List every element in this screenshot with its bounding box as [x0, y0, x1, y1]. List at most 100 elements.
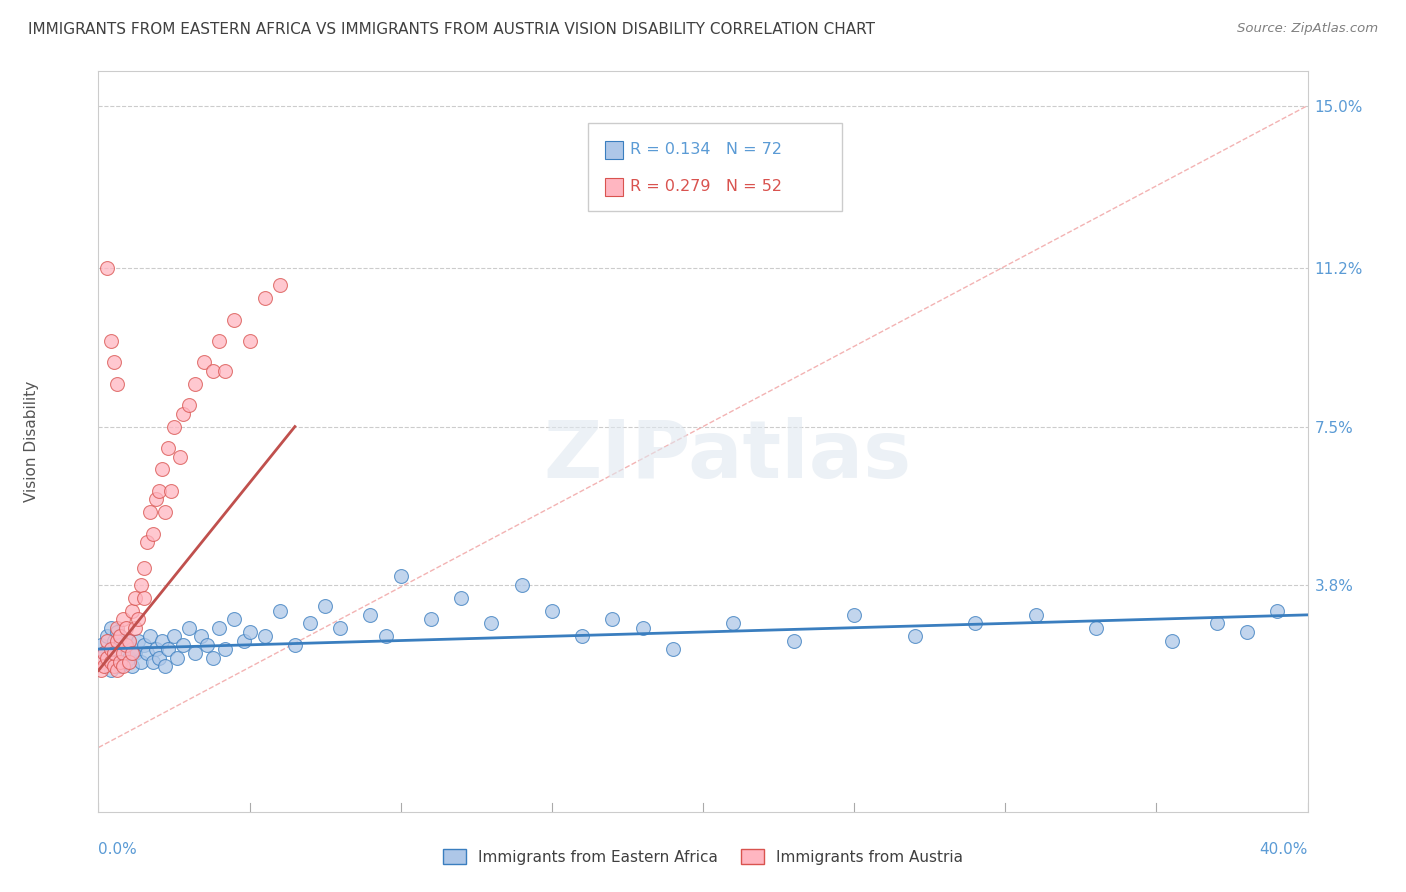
Point — [844, 607, 866, 622]
Point — [108, 659, 131, 673]
Point — [150, 633, 173, 648]
Point — [121, 642, 143, 657]
Point — [118, 655, 141, 669]
Point — [904, 629, 927, 643]
Legend: Immigrants from Eastern Africa, Immigrants from Austria: Immigrants from Eastern Africa, Immigran… — [437, 843, 969, 871]
Point — [100, 642, 122, 657]
Point — [129, 578, 152, 592]
Point — [420, 612, 443, 626]
Point — [114, 638, 136, 652]
Point — [163, 419, 186, 434]
Point — [103, 646, 125, 660]
Point — [90, 638, 112, 652]
Point — [269, 278, 291, 293]
Point — [129, 655, 152, 669]
Point — [389, 569, 412, 583]
Point — [224, 312, 246, 326]
Point — [169, 450, 191, 464]
Point — [160, 483, 183, 498]
Point — [132, 561, 155, 575]
Text: R = 0.279   N = 52: R = 0.279 N = 52 — [630, 179, 782, 194]
Point — [103, 633, 125, 648]
Point — [127, 633, 149, 648]
Point — [100, 334, 122, 348]
Point — [135, 646, 157, 660]
Point — [184, 646, 207, 660]
Point — [965, 616, 987, 631]
Point — [163, 629, 186, 643]
Point — [179, 398, 201, 412]
Point — [96, 655, 118, 669]
Point — [103, 355, 125, 369]
Point — [214, 364, 236, 378]
Point — [208, 334, 231, 348]
Point — [253, 629, 276, 643]
Point — [135, 535, 157, 549]
Point — [214, 642, 236, 657]
Point — [314, 599, 336, 614]
Point — [208, 621, 231, 635]
Point — [118, 633, 141, 648]
Point — [96, 629, 118, 643]
Point — [132, 638, 155, 652]
Point — [108, 655, 131, 669]
Point — [96, 261, 118, 276]
Point — [114, 655, 136, 669]
Point — [145, 642, 167, 657]
Point — [1206, 616, 1229, 631]
Point — [540, 604, 562, 618]
Point — [111, 646, 134, 660]
Point — [239, 334, 262, 348]
Point — [602, 612, 624, 626]
Point — [360, 607, 382, 622]
Point — [121, 604, 143, 618]
Point — [90, 664, 112, 678]
Point — [224, 612, 246, 626]
Point — [481, 616, 503, 631]
Point — [450, 591, 472, 605]
Text: IMMIGRANTS FROM EASTERN AFRICA VS IMMIGRANTS FROM AUSTRIA VISION DISABILITY CORR: IMMIGRANTS FROM EASTERN AFRICA VS IMMIGR… — [28, 22, 875, 37]
Point — [105, 664, 128, 678]
Point — [1236, 624, 1258, 639]
Point — [121, 659, 143, 673]
Point — [145, 492, 167, 507]
Text: Source: ZipAtlas.com: Source: ZipAtlas.com — [1237, 22, 1378, 36]
Point — [105, 655, 128, 669]
Point — [284, 638, 307, 652]
Point — [96, 650, 118, 665]
Point — [93, 659, 115, 673]
Point — [124, 646, 146, 660]
Point — [153, 505, 176, 519]
Text: Vision Disability: Vision Disability — [24, 381, 39, 502]
Text: ZIPatlas: ZIPatlas — [543, 417, 911, 495]
Point — [118, 650, 141, 665]
Point — [1160, 633, 1182, 648]
Text: R = 0.134   N = 72: R = 0.134 N = 72 — [630, 142, 782, 157]
Point — [269, 604, 291, 618]
Point — [190, 629, 212, 643]
Point — [111, 612, 134, 626]
Point — [105, 633, 128, 648]
Point — [571, 629, 593, 643]
Point — [661, 642, 683, 657]
Point — [148, 483, 170, 498]
Point — [299, 616, 322, 631]
Point — [153, 659, 176, 673]
Point — [105, 376, 128, 391]
Point — [103, 646, 125, 660]
Point — [111, 659, 134, 673]
Point — [232, 633, 254, 648]
Point — [100, 664, 122, 678]
Point — [90, 655, 112, 669]
Point — [96, 633, 118, 648]
Point — [100, 621, 122, 635]
Text: 0.0%: 0.0% — [98, 842, 138, 856]
Text: 40.0%: 40.0% — [1260, 842, 1308, 856]
Point — [510, 578, 533, 592]
Point — [1085, 621, 1108, 635]
Point — [124, 591, 146, 605]
Point — [114, 621, 136, 635]
Point — [156, 642, 179, 657]
Point — [156, 441, 179, 455]
Point — [1024, 607, 1046, 622]
